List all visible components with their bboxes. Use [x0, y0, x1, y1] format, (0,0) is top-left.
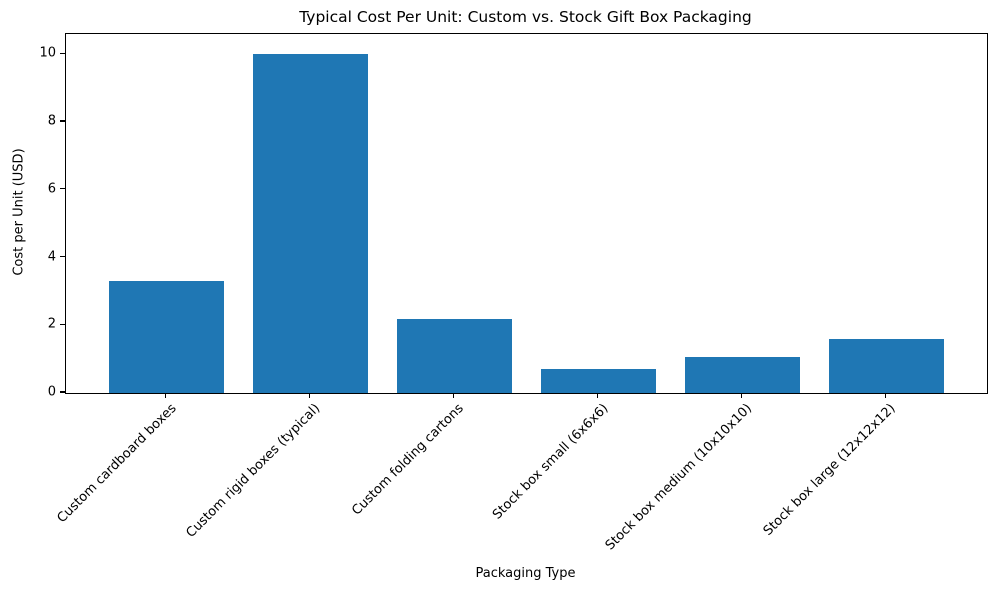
- bar-custom-folding-cartons: [396, 318, 513, 393]
- y-tick-label: 4: [47, 249, 56, 265]
- bar-stock-box-large-12x12x12: [828, 338, 944, 393]
- y-tick-mark: [60, 255, 65, 258]
- x-tick-mark: [740, 393, 742, 398]
- bar-stock-box-small-6x6x6: [540, 369, 657, 393]
- x-tick-mark: [452, 393, 455, 398]
- y-tick-mark: [60, 323, 65, 325]
- x-tick-label: Custom cardboard boxes: [54, 401, 180, 527]
- plot-area: [65, 33, 988, 394]
- x-tick-label: Custom rigid boxes (typical): [183, 401, 324, 541]
- chart-title: Typical Cost Per Unit: Custom vs. Stock …: [299, 8, 752, 26]
- bar-stock-box-medium-10x10x10: [684, 357, 800, 393]
- y-tick-mark: [60, 52, 65, 54]
- x-tick-label: Stock box large (12x12x12): [760, 401, 899, 539]
- bar-custom-rigid-boxes-typical: [253, 54, 369, 393]
- x-tick-mark: [884, 393, 886, 398]
- y-tick-label: 8: [47, 113, 56, 129]
- y-tick-mark: [60, 120, 65, 122]
- bar-custom-cardboard-boxes: [109, 281, 225, 393]
- y-tick-mark: [60, 188, 65, 190]
- y-tick-label: 2: [47, 316, 56, 332]
- x-tick-mark: [596, 393, 599, 398]
- y-tick-label: 6: [47, 181, 56, 197]
- y-tick-label: 10: [39, 45, 56, 61]
- y-axis-label: Cost per Unit (USD): [11, 148, 27, 276]
- y-tick-label: 0: [47, 384, 56, 400]
- x-tick-label: Stock box small (6x6x6): [489, 401, 612, 523]
- x-tick-mark: [309, 393, 311, 398]
- y-tick-mark: [60, 391, 65, 393]
- x-tick-label: Custom folding cartons: [349, 401, 468, 519]
- x-tick-label: Stock box medium (10x10x10): [602, 401, 755, 554]
- x-axis-label: Packaging Type: [475, 566, 576, 581]
- x-tick-mark: [165, 393, 167, 398]
